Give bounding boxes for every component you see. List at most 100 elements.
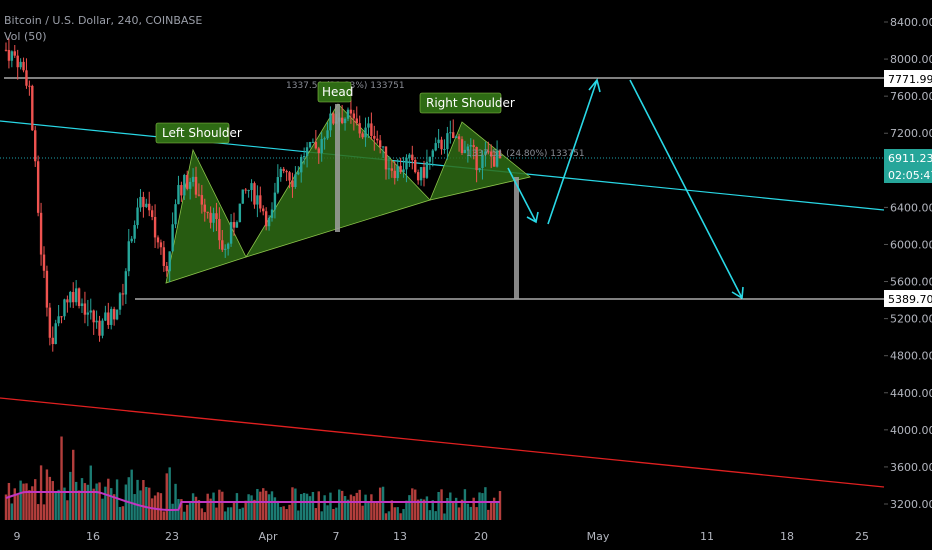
candle [329, 106, 332, 138]
candle [273, 182, 277, 219]
volume-bar [414, 489, 417, 520]
candle [396, 158, 399, 182]
candle [460, 136, 464, 156]
volume-bar [74, 481, 78, 520]
candle [10, 50, 14, 68]
candle [19, 58, 22, 70]
candle [115, 309, 119, 321]
price-tick-label: 4400.00 [890, 387, 932, 400]
volume-bar [110, 488, 113, 520]
candle [4, 42, 8, 52]
candle [390, 160, 394, 178]
candle [186, 170, 189, 191]
price-tick-label: 8000.00 [890, 53, 932, 66]
volume-bar [302, 492, 306, 520]
volume-bar [215, 507, 218, 520]
candle [110, 306, 113, 330]
volume-bar [63, 487, 66, 520]
candle [133, 220, 136, 243]
volume-bar [294, 488, 297, 520]
volume-bar [390, 500, 394, 520]
candle [264, 207, 268, 231]
volume-bar [212, 492, 215, 520]
candle [346, 107, 350, 122]
volume-bar [495, 500, 499, 520]
left-shoulder-tag[interactable]: Left Shoulder [155, 122, 242, 144]
volume-bar [130, 469, 133, 520]
candle [446, 126, 449, 160]
volume-bar [273, 497, 277, 520]
candle [174, 199, 177, 229]
volume-indicator-label[interactable]: Vol (50) [4, 30, 47, 43]
candle [437, 128, 440, 149]
cyan-trendline[interactable] [0, 120, 885, 211]
time-axis[interactable]: 9 16 23 Apr 7 13 20 May 11 18 25 [14, 530, 870, 543]
volume-bar [209, 498, 212, 520]
volume-bar [285, 509, 288, 520]
candle [118, 291, 122, 315]
volume-bar [431, 500, 434, 520]
time-tick-label: 13 [393, 530, 407, 543]
volume-bar [112, 494, 116, 520]
right-shoulder-triangle[interactable] [429, 121, 531, 201]
volume-bar [218, 489, 221, 520]
volume-bar [31, 486, 34, 520]
candle [297, 166, 300, 176]
volume-bar [376, 501, 379, 520]
volume-bar [335, 507, 338, 520]
candle [54, 319, 57, 345]
head-tag[interactable]: Head [317, 81, 353, 103]
candle [355, 106, 358, 126]
candle [308, 141, 312, 149]
head-measure-bar [335, 104, 340, 232]
candle [60, 316, 63, 324]
volume-bar [203, 512, 206, 520]
candle [320, 132, 323, 162]
volume-bar [221, 491, 224, 520]
candle [259, 186, 262, 213]
projection-arrow[interactable] [507, 78, 744, 300]
candle [229, 213, 233, 247]
price-axis[interactable]: 8400.008000.007600.007200.006800.006400.… [884, 16, 932, 511]
volume-bar [54, 492, 57, 520]
volume-bar [115, 479, 119, 520]
volume-bar [118, 506, 122, 520]
volume-bar [411, 488, 414, 520]
candle [495, 140, 499, 168]
candle [466, 143, 470, 163]
volume-bar [370, 494, 373, 520]
price-tick-label: 3600.00 [890, 461, 932, 474]
volume-bar [419, 498, 423, 520]
candles [4, 38, 502, 352]
volume-bar [446, 497, 449, 520]
right-shoulder-tag[interactable]: Right Shoulder [419, 92, 515, 114]
candle [66, 295, 69, 313]
candle [156, 235, 160, 249]
candle [150, 205, 154, 221]
candle [74, 280, 78, 306]
volume-bar [416, 499, 420, 520]
volume-bar [180, 499, 183, 520]
candle [69, 290, 72, 308]
candle [340, 105, 344, 125]
red-trendline[interactable] [0, 397, 885, 488]
volume-bar [188, 501, 192, 520]
volume-bar [244, 500, 247, 520]
candle [130, 236, 133, 244]
volume-bar [133, 494, 136, 520]
candle [349, 99, 353, 124]
candle [16, 49, 19, 80]
candle [25, 58, 28, 89]
volume-bar [165, 473, 168, 520]
volume-bar [241, 507, 244, 520]
candle [311, 138, 315, 143]
volume-bar [434, 511, 437, 520]
svg-text:Right Shoulder: Right Shoulder [426, 96, 515, 110]
candle [402, 156, 405, 178]
volume-bar [22, 483, 25, 520]
candle [367, 116, 370, 138]
volume-bar [297, 510, 300, 520]
svg-text:6911.23: 6911.23 [888, 152, 932, 165]
candle [256, 185, 259, 218]
